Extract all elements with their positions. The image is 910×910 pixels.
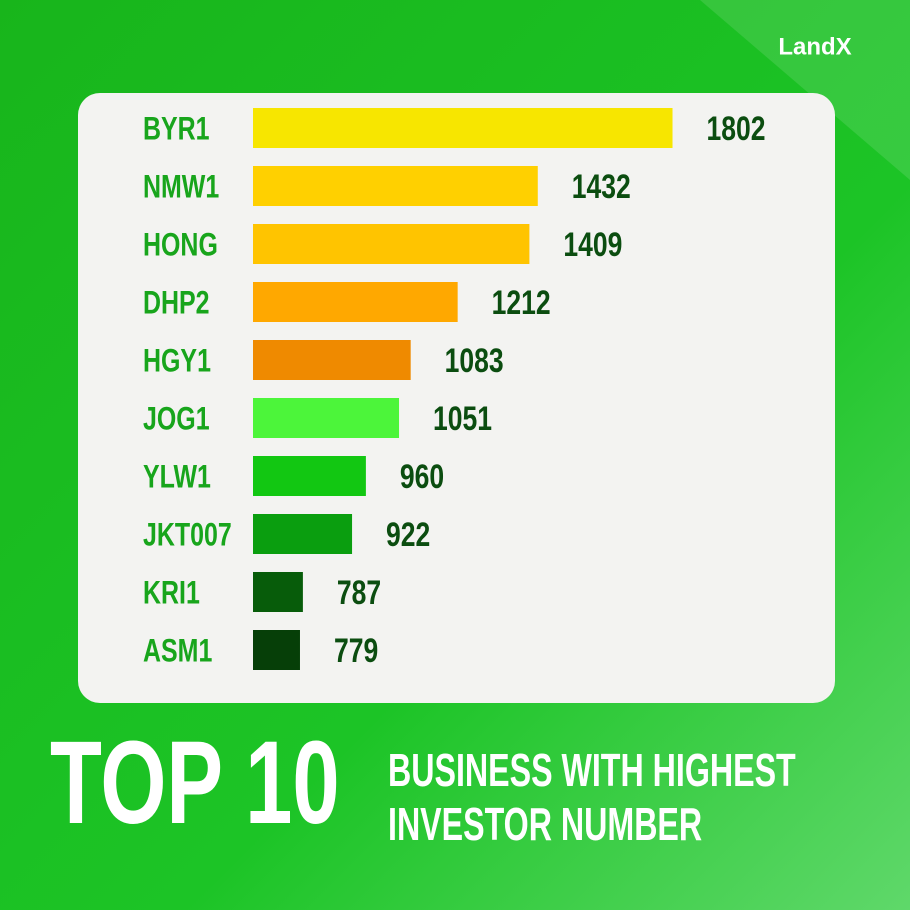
bar xyxy=(253,398,400,438)
bar xyxy=(253,630,300,670)
chart-subtitle: INVESTOR NUMBER xyxy=(388,800,702,851)
brand-logo: LandX xyxy=(778,33,851,60)
category-label: ASM1 xyxy=(143,634,212,670)
decor xyxy=(700,0,910,180)
value-label: 922 xyxy=(386,516,430,554)
chart-subtitle: BUSINESS WITH HIGHEST xyxy=(388,746,796,797)
category-label: KRI1 xyxy=(143,576,200,612)
category-label: NMW1 xyxy=(143,170,219,206)
value-label: 1802 xyxy=(707,110,766,148)
bar xyxy=(253,456,366,496)
bar xyxy=(253,282,458,322)
value-label: 787 xyxy=(337,574,381,612)
category-label: YLW1 xyxy=(143,460,211,496)
bar xyxy=(253,224,530,264)
bar xyxy=(253,514,353,554)
value-label: 1083 xyxy=(445,342,504,380)
category-label: HGY1 xyxy=(143,344,211,380)
category-label: DHP2 xyxy=(143,286,210,322)
bar xyxy=(253,108,673,148)
bar xyxy=(253,166,538,206)
bar-chart: BYR1 1802 NMW1 1432 HONG 1409 DHP2 1212 HGY1 1083… xyxy=(143,108,766,670)
value-label: 1212 xyxy=(492,284,551,322)
bar xyxy=(253,572,303,612)
category-label: JKT007 xyxy=(143,518,232,554)
category-label: HONG xyxy=(143,228,218,264)
value-label: 1409 xyxy=(563,226,622,264)
category-label: JOG1 xyxy=(143,402,210,438)
chart-title: TOP 10 xyxy=(50,716,340,848)
bar xyxy=(253,340,411,380)
value-label: 779 xyxy=(334,632,378,670)
value-label: 1432 xyxy=(572,168,631,206)
value-label: 1051 xyxy=(433,400,492,438)
value-label: 960 xyxy=(400,458,444,496)
category-label: BYR1 xyxy=(143,112,210,148)
